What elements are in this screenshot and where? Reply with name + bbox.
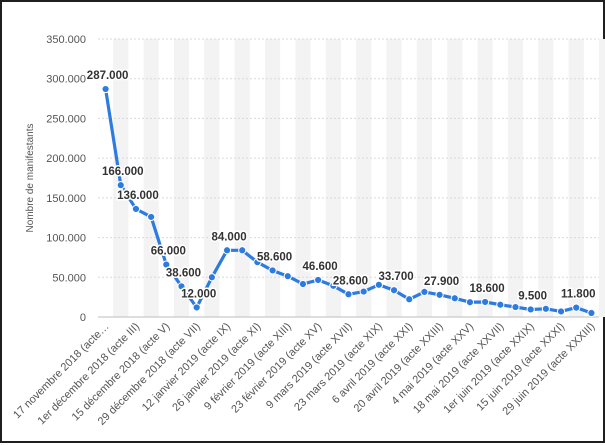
data-point xyxy=(131,204,141,214)
background-stripe xyxy=(204,39,220,317)
data-point xyxy=(359,287,368,296)
data-point xyxy=(268,266,277,275)
data-point xyxy=(177,282,186,291)
data-point xyxy=(435,290,444,299)
data-point xyxy=(222,246,232,255)
data-label: 166.000 xyxy=(102,166,144,178)
background-stripe xyxy=(538,39,554,317)
background-stripe xyxy=(507,39,524,317)
data-point xyxy=(162,260,171,269)
data-label: 84.000 xyxy=(211,231,246,243)
y-tick-label: 300.000 xyxy=(46,74,86,86)
data-point xyxy=(101,84,110,94)
data-point xyxy=(192,303,201,312)
data-point xyxy=(298,279,308,289)
data-point xyxy=(526,305,535,314)
y-tick-label: 50.000 xyxy=(52,272,86,284)
background-stripe xyxy=(173,39,190,317)
y-tick-label: 200.000 xyxy=(46,153,86,165)
data-label: 66.000 xyxy=(151,246,186,258)
background-stripe xyxy=(234,39,250,317)
data-point xyxy=(556,307,566,316)
data-point xyxy=(116,181,125,190)
data-label: 58.600 xyxy=(257,251,292,263)
data-label: 136.000 xyxy=(117,190,159,202)
data-point xyxy=(587,308,596,318)
background-stripe xyxy=(386,39,402,317)
data-point xyxy=(389,286,399,295)
data-label: 38.600 xyxy=(166,267,201,279)
background-stripe xyxy=(143,39,159,317)
data-point xyxy=(541,304,550,313)
y-axis-title: Nombre de manifestants xyxy=(25,124,36,233)
background-stripe xyxy=(447,39,463,317)
y-tick-label: 100.000 xyxy=(46,233,86,245)
background-stripe xyxy=(265,39,281,317)
data-point xyxy=(511,302,520,312)
y-tick-label: 150.000 xyxy=(46,193,86,205)
data-point xyxy=(329,281,338,290)
data-point xyxy=(496,300,505,309)
data-point xyxy=(465,298,475,307)
data-label: 27.900 xyxy=(424,276,459,288)
background-stripe xyxy=(568,39,584,317)
data-point xyxy=(207,273,216,282)
background-stripe xyxy=(477,39,493,317)
data-point xyxy=(238,246,247,255)
background-stripe xyxy=(325,39,341,317)
y-tick-label: 0 xyxy=(80,312,86,324)
data-point xyxy=(450,294,459,303)
background-stripe xyxy=(295,39,311,317)
data-point xyxy=(572,303,581,312)
background-stripe xyxy=(356,39,372,317)
background-stripe xyxy=(599,39,605,317)
data-point xyxy=(374,280,383,289)
data-point xyxy=(405,295,414,304)
data-point xyxy=(147,212,156,222)
data-label: 18.600 xyxy=(470,283,505,295)
background-stripe xyxy=(416,39,432,317)
data-label: 28.600 xyxy=(333,275,368,287)
data-label: 9.500 xyxy=(518,290,547,302)
data-point xyxy=(314,275,323,285)
data-label: 287.000 xyxy=(87,70,129,82)
y-tick-label: 250.000 xyxy=(46,113,86,125)
data-point xyxy=(420,287,429,297)
data-label: 12.000 xyxy=(181,288,216,300)
data-point xyxy=(481,297,490,307)
data-point xyxy=(344,290,353,299)
data-label: 33.700 xyxy=(378,271,413,283)
data-point xyxy=(253,258,262,267)
data-label: 11.800 xyxy=(561,289,596,301)
data-label: 46.600 xyxy=(303,261,338,273)
y-tick-label: 350.000 xyxy=(46,34,86,46)
data-point xyxy=(283,272,292,281)
